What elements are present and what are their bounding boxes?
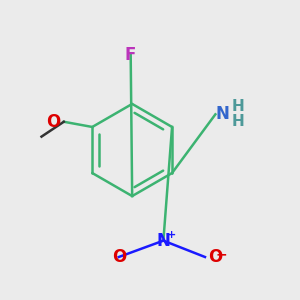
- Text: N: N: [215, 105, 229, 123]
- Text: H: H: [232, 114, 244, 129]
- Text: O: O: [208, 248, 222, 266]
- Text: +: +: [167, 230, 176, 240]
- Text: H: H: [232, 99, 244, 114]
- Text: −: −: [215, 247, 227, 261]
- Text: N: N: [156, 232, 170, 250]
- Text: O: O: [112, 248, 126, 266]
- Text: O: O: [46, 113, 61, 131]
- Text: F: F: [125, 46, 136, 64]
